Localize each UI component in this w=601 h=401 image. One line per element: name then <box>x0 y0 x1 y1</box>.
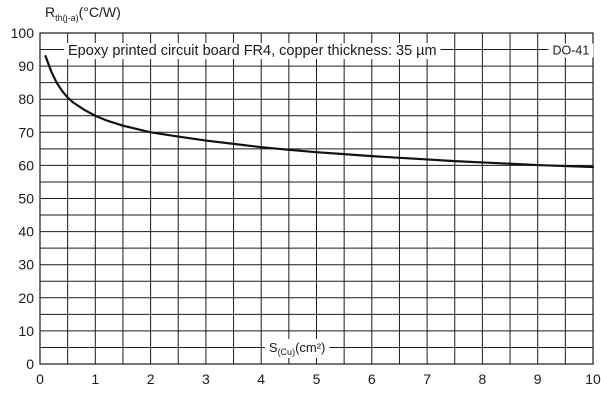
x-tick-label: 10 <box>585 371 601 387</box>
y-tick-label: 40 <box>18 224 34 240</box>
y-tick-label: 100 <box>11 25 35 41</box>
y-tick-label: 80 <box>18 91 34 107</box>
thermal-resistance-curve <box>44 55 595 169</box>
annotation-backdrop <box>64 43 441 60</box>
y-tick-label: 60 <box>18 157 34 173</box>
x-tick-label: 3 <box>202 371 210 387</box>
y-axis-label-unit: (°C/W) <box>79 4 121 20</box>
y-tick-label: 70 <box>18 124 34 140</box>
x-tick-label: 6 <box>368 371 376 387</box>
y-axis-label: Rth(j-a)(°C/W) <box>45 4 121 23</box>
x-tick-label: 8 <box>479 371 487 387</box>
package-label-backdrop <box>548 43 594 58</box>
x-axis-label-sub: (Cu) <box>278 347 296 357</box>
x-tick-label: 0 <box>36 371 44 387</box>
chart-grid <box>39 32 594 365</box>
x-tick-label: 7 <box>423 371 431 387</box>
y-tick-label: 0 <box>26 356 34 372</box>
y-tick-label: 50 <box>18 191 34 207</box>
x-axis-label: S(Cu)(cm²) <box>269 340 326 357</box>
y-tick-label: 10 <box>18 323 34 339</box>
x-axis-label-main: S <box>269 340 278 355</box>
x-tick-label: 4 <box>257 371 265 387</box>
chart-annotation: Epoxy printed circuit board FR4, copper … <box>68 43 437 59</box>
x-tick-label: 2 <box>147 371 155 387</box>
x-tick-label: 1 <box>91 371 99 387</box>
x-axis-label-unit: (cm²) <box>295 340 325 355</box>
x-tick-label: 9 <box>534 371 542 387</box>
y-tick-label: 20 <box>18 290 34 306</box>
plot-frame <box>39 32 594 365</box>
package-label: DO-41 <box>552 44 589 58</box>
y-axis-label-main: R <box>45 4 55 20</box>
x-tick-label: 5 <box>313 371 321 387</box>
y-axis-label-sub: th(j-a) <box>55 13 79 23</box>
x-axis-label-backdrop <box>264 338 330 358</box>
y-tick-label: 30 <box>18 257 34 273</box>
y-tick-label: 90 <box>18 58 34 74</box>
